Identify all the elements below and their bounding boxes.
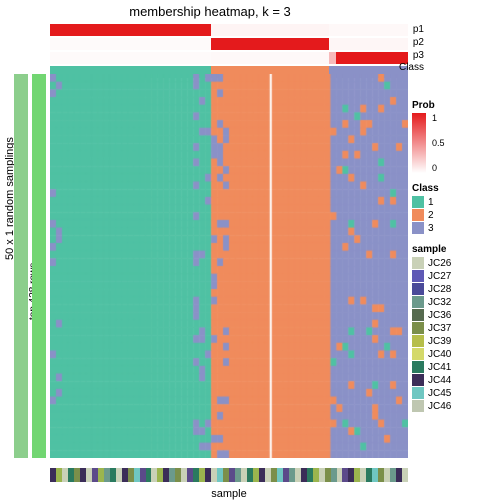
legend-sample-item: JC27 xyxy=(412,270,500,282)
prob-tick: 1 xyxy=(432,113,445,123)
side-column-rows xyxy=(32,74,46,458)
prob-tick: 0.5 xyxy=(432,138,445,148)
row-label-class: Class xyxy=(399,62,424,73)
row-label-p1: p1 xyxy=(413,24,424,35)
legend-class-item: 3 xyxy=(412,222,500,234)
legend-sample: sample JC26JC27JC28JC32JC36JC37JC39JC40J… xyxy=(412,244,500,412)
prob-gradient xyxy=(412,113,426,173)
legend-class-item: 1 xyxy=(412,196,500,208)
top-bar-p1 xyxy=(50,24,408,36)
side-column-samplings xyxy=(14,74,28,458)
legend-sample-item: JC45 xyxy=(412,387,500,399)
legend-class: Class 123 xyxy=(412,183,500,234)
top-bar-p2 xyxy=(50,38,408,50)
legend-sample-item: JC37 xyxy=(412,322,500,334)
legend-sample-item: JC28 xyxy=(412,283,500,295)
legend-sample-item: JC32 xyxy=(412,296,500,308)
legend-class-item: 2 xyxy=(412,209,500,221)
membership-heatmap xyxy=(50,74,408,458)
prob-gradient-labels: 1 0.5 0 xyxy=(432,113,445,173)
legend-sample-title: sample xyxy=(412,244,500,255)
legend-sample-item: JC26 xyxy=(412,257,500,269)
legend-prob-title: Prob xyxy=(412,100,500,111)
top-bar-p3 xyxy=(50,52,408,64)
legend-sample-item: JC40 xyxy=(412,348,500,360)
legend-sample-item: JC39 xyxy=(412,335,500,347)
legends-panel: Prob 1 0.5 0 Class 123 sample JC26JC27JC… xyxy=(412,100,500,422)
row-label-p2: p2 xyxy=(413,37,424,48)
legend-class-title: Class xyxy=(412,183,500,194)
sample-annotation-bar xyxy=(50,468,408,482)
row-label-p3: p3 xyxy=(413,50,424,61)
legend-prob: Prob 1 0.5 0 xyxy=(412,100,500,173)
legend-sample-item: JC46 xyxy=(412,400,500,412)
prob-tick: 0 xyxy=(432,163,445,173)
chart-title: membership heatmap, k = 3 xyxy=(0,4,420,19)
legend-sample-item: JC41 xyxy=(412,361,500,373)
legend-sample-item: JC36 xyxy=(412,309,500,321)
legend-sample-item: JC44 xyxy=(412,374,500,386)
x-axis-label: sample xyxy=(50,488,408,500)
top-annotation-bars xyxy=(50,24,408,72)
